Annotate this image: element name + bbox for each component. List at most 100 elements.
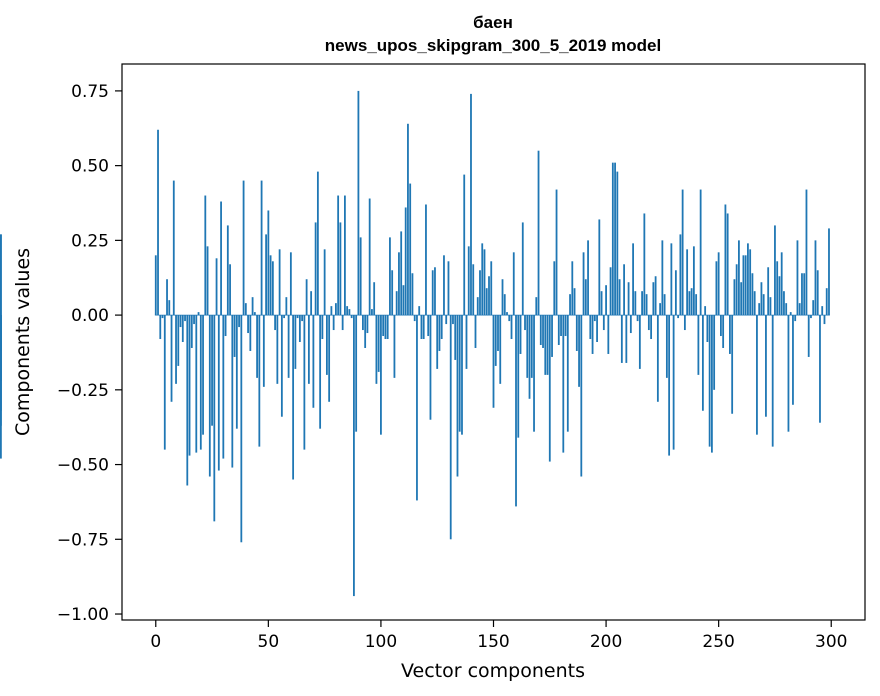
bar-component-6 xyxy=(168,300,171,316)
bar-component-184 xyxy=(569,294,571,316)
bar-component-177 xyxy=(553,261,556,316)
x-tick-label: 150 xyxy=(477,632,509,652)
bar-component-244 xyxy=(704,306,707,316)
bar-component-55 xyxy=(278,249,281,316)
bar-component-279 xyxy=(783,291,785,316)
bar-component-148 xyxy=(488,276,490,316)
y-tick-label: 0.75 xyxy=(71,82,109,102)
bar-component-277 xyxy=(778,276,781,316)
bar-component-97 xyxy=(373,282,376,316)
bar-component-246 xyxy=(708,315,711,447)
bar-component-225 xyxy=(661,240,664,316)
bar-component-141 xyxy=(472,264,475,316)
bar-component-183 xyxy=(566,315,569,432)
bar-component-44 xyxy=(253,312,256,316)
bar-component-72 xyxy=(316,171,319,316)
bar-component-202 xyxy=(609,267,612,316)
bar-component-17 xyxy=(193,315,195,325)
bar-component-249 xyxy=(715,261,718,316)
bar-component-160 xyxy=(515,315,517,507)
bar-component-169 xyxy=(535,297,538,316)
bar-component-29 xyxy=(220,201,222,316)
bar-component-222 xyxy=(654,276,657,316)
bar-component-58 xyxy=(285,297,288,316)
bar-component-133 xyxy=(454,315,457,360)
bar-component-90 xyxy=(357,90,360,316)
bar-component-144 xyxy=(479,270,481,316)
bar-component-200 xyxy=(605,285,607,316)
bar-component-110 xyxy=(402,285,405,316)
bar-component-39 xyxy=(242,180,245,316)
bar-component-180 xyxy=(560,315,562,337)
bar-component-1 xyxy=(157,129,159,316)
bar-component-15 xyxy=(188,315,191,456)
bar-component-167 xyxy=(530,315,533,378)
bar-component-271 xyxy=(765,315,767,417)
bar-component-194 xyxy=(591,315,594,354)
bar-component-111 xyxy=(404,207,407,316)
bar-component-264 xyxy=(749,249,752,316)
bar-component-175 xyxy=(548,315,551,462)
bar-component-238 xyxy=(690,288,693,316)
bar-component-124 xyxy=(434,267,436,316)
y-tick-label: −0.50 xyxy=(57,456,109,476)
bar-component-228 xyxy=(668,315,671,456)
bar-component-104 xyxy=(389,237,391,316)
bar-component-13 xyxy=(184,315,186,322)
bar-component-208 xyxy=(623,264,625,316)
bar-component-57 xyxy=(283,315,286,319)
bar-component-295 xyxy=(819,315,821,423)
bar-component-190 xyxy=(582,252,585,316)
x-tick-label: 100 xyxy=(365,632,397,652)
bar-component-129 xyxy=(445,315,448,325)
bar-component-30 xyxy=(222,315,225,459)
bar-component-261 xyxy=(742,255,745,316)
bar-component-152 xyxy=(497,315,499,351)
bar-component-296 xyxy=(821,306,824,316)
bar-component-250 xyxy=(717,252,720,316)
bar-component-258 xyxy=(735,264,738,316)
bar-component-101 xyxy=(382,315,385,337)
y-tick-label: −1.00 xyxy=(57,605,109,625)
y-tick-label: 0.25 xyxy=(71,231,109,251)
bar-component-113 xyxy=(409,183,412,316)
bar-component-286 xyxy=(798,303,801,316)
bar-component-112 xyxy=(407,123,409,316)
x-tick-label: 0 xyxy=(150,632,161,652)
bar-component-212 xyxy=(632,243,634,316)
bar-component-211 xyxy=(629,315,632,334)
bar-component-95 xyxy=(368,198,371,316)
bar-component-182 xyxy=(564,315,567,337)
bar-component-7 xyxy=(170,315,173,402)
bar-component-84 xyxy=(344,195,346,316)
bar-component-99 xyxy=(377,315,380,372)
bar-component-53 xyxy=(274,315,276,331)
bar-component-19 xyxy=(197,312,200,316)
bar-component-20 xyxy=(199,315,202,450)
bar-component-26 xyxy=(213,315,216,522)
bar-component-265 xyxy=(751,273,754,316)
bar-component-294 xyxy=(816,270,819,316)
bar-component-89 xyxy=(355,315,358,432)
bar-component-151 xyxy=(494,315,497,366)
bar-component-12 xyxy=(181,315,184,342)
bar-component-91 xyxy=(359,237,362,316)
bar-component-107 xyxy=(395,291,398,316)
bar-component-92 xyxy=(362,315,364,331)
bar-component-231 xyxy=(674,270,677,316)
bar-component-251 xyxy=(720,315,722,337)
bar-component-254 xyxy=(726,213,729,316)
bar-component-21 xyxy=(202,315,204,435)
bar-component-178 xyxy=(555,189,558,316)
bar-component-132 xyxy=(452,315,454,325)
bar-component-281 xyxy=(787,315,790,432)
bar-component-67 xyxy=(305,279,308,316)
bar-component-74 xyxy=(321,315,324,340)
bar-component-147 xyxy=(485,288,488,316)
bar-component-3 xyxy=(161,315,164,319)
bar-component-153 xyxy=(499,315,502,384)
bar-component-78 xyxy=(330,306,333,316)
bar-component-149 xyxy=(490,261,493,316)
bar-component-162 xyxy=(519,315,522,354)
